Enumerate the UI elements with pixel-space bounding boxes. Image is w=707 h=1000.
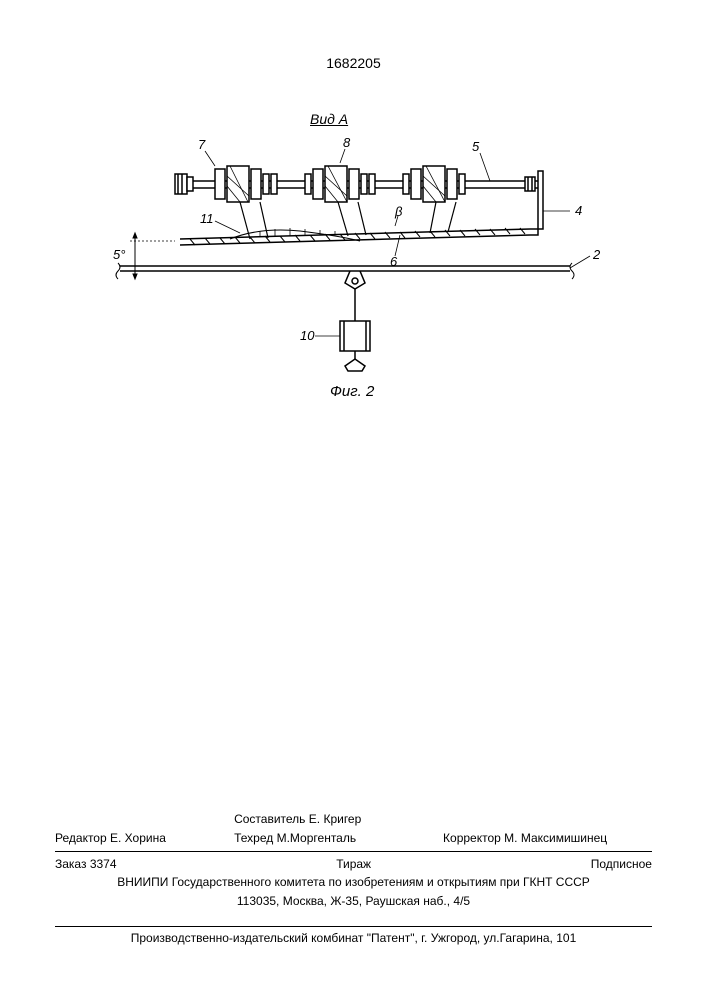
compiler-label: Составитель [234,812,305,826]
callout-11: 11 [200,211,214,226]
callout-6: 6 [390,254,398,269]
view-label: Вид А [310,111,348,127]
editor-name: Е. Хорина [110,831,166,845]
order-number: 3374 [90,857,117,871]
print-run-label: Тираж [336,856,371,873]
angle-5deg: 5° [113,247,125,262]
divider [55,851,652,852]
callout-4: 4 [575,203,582,218]
figure-svg: 7 8 5 4 2 6 11 β 10 5° Фиг. 2 [0,111,707,411]
subscription: Подписное [591,856,652,873]
callout-2: 2 [592,247,601,262]
techred-label: Техред [234,831,273,845]
publisher-line: Производственно-издательский комбинат "П… [55,926,652,945]
order-label: Заказ [55,857,86,871]
patent-number: 1682205 [0,0,707,71]
editor-label: Редактор [55,831,107,845]
corrector-label: Корректор [443,831,501,845]
callout-5: 5 [472,139,480,154]
compiler-name: Е. Кригер [309,812,362,826]
callout-7: 7 [198,137,206,152]
footer-block: Составитель Е. Кригер Редактор Е. Хорина… [55,811,652,910]
techred-name: М.Моргенталь [277,831,357,845]
corrector-name: М. Максимишинец [504,831,607,845]
figure-2: Вид А [0,111,707,411]
figure-caption: Фиг. 2 [330,383,375,400]
callout-8: 8 [343,135,351,150]
org-line2: 113035, Москва, Ж-35, Раушская наб., 4/5 [55,893,652,910]
callout-10: 10 [300,328,315,343]
callout-beta: β [394,204,403,219]
org-line1: ВНИИПИ Государственного комитета по изоб… [55,874,652,891]
